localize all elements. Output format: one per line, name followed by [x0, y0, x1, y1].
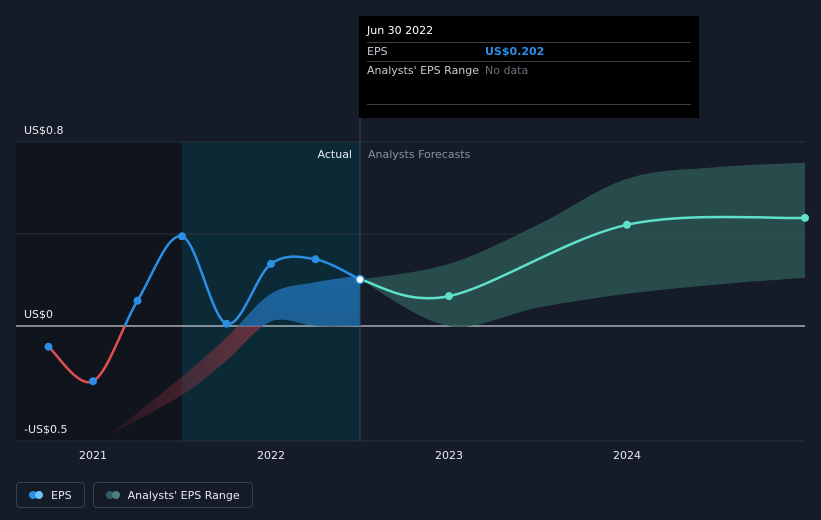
eps-point[interactable] [89, 377, 97, 386]
past-range-area-positive [237, 275, 360, 326]
eps-point[interactable] [133, 296, 142, 305]
x-tick-label: 2021 [79, 449, 107, 462]
eps-point[interactable] [222, 319, 231, 328]
y-tick-label: US$0.8 [24, 124, 64, 137]
x-tick-label: 2024 [613, 449, 641, 462]
tooltip-eps-row: EPS US$0.202 [367, 42, 691, 61]
eps-point[interactable] [311, 255, 320, 264]
tooltip-eps-value: US$0.202 [485, 45, 545, 58]
legend-range-label: Analysts' EPS Range [127, 488, 240, 502]
legend-eps-label: EPS [51, 488, 72, 502]
eps-point[interactable] [44, 342, 53, 351]
legend-item-range[interactable]: Analysts' EPS Range [92, 482, 253, 508]
eps-line [123, 235, 361, 326]
forecast-point[interactable] [623, 220, 631, 229]
range-legend-icon [105, 491, 120, 499]
forecast-point[interactable] [801, 213, 809, 222]
tooltip-date: Jun 30 2022 [367, 24, 434, 37]
actual-section-label: Actual [318, 148, 352, 161]
tooltip-range-label: Analysts' EPS Range [367, 64, 480, 77]
eps-point-selected[interactable] [355, 274, 365, 285]
x-tick-label: 2023 [435, 449, 463, 462]
tooltip-divider [367, 104, 691, 105]
tooltip: Jun 30 2022 EPS US$0.202 Analysts' EPS R… [359, 16, 699, 118]
eps-point[interactable] [267, 259, 275, 268]
past-range-area-negative [110, 326, 360, 435]
x-tick-label: 2022 [257, 449, 285, 462]
eps-forecast-line [359, 215, 806, 300]
legend-item-eps[interactable]: EPS [16, 482, 85, 508]
forecast-point[interactable] [445, 292, 453, 301]
actual-period-shade [16, 142, 182, 441]
tooltip-range-row: Analysts' EPS Range No data [367, 61, 691, 80]
tooltip-eps-label: EPS [367, 45, 388, 58]
eps-legend-icon [29, 491, 43, 499]
forecast-section-label: Analysts Forecasts [368, 148, 471, 161]
forecast-range-area [360, 162, 805, 327]
eps-point[interactable] [178, 232, 186, 241]
chart-legend: EPS Analysts' EPS Range [16, 482, 253, 508]
eps-line-negative [47, 326, 127, 384]
y-tick-label: US$0 [24, 308, 53, 321]
y-tick-label: -US$0.5 [24, 423, 68, 436]
tooltip-range-value: No data [485, 64, 529, 77]
